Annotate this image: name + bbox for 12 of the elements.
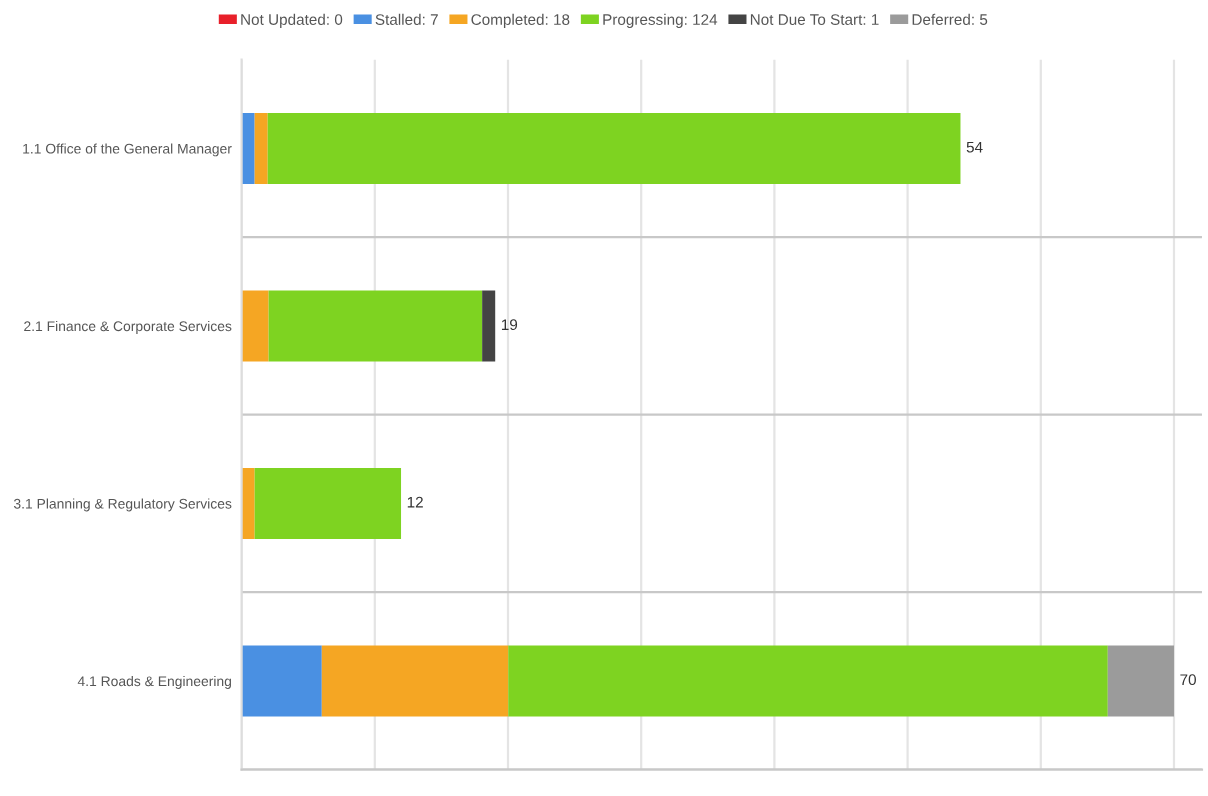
- bar: [254, 112, 268, 184]
- bar: [241, 112, 255, 184]
- bar: [267, 112, 961, 184]
- bar: [254, 467, 402, 539]
- bar: [241, 290, 269, 362]
- bar: [482, 290, 496, 362]
- bar: [241, 645, 322, 717]
- bar: [508, 645, 1108, 717]
- bar: [241, 467, 255, 539]
- bar: [321, 645, 509, 717]
- bar: [268, 290, 483, 362]
- bar: [1107, 645, 1174, 717]
